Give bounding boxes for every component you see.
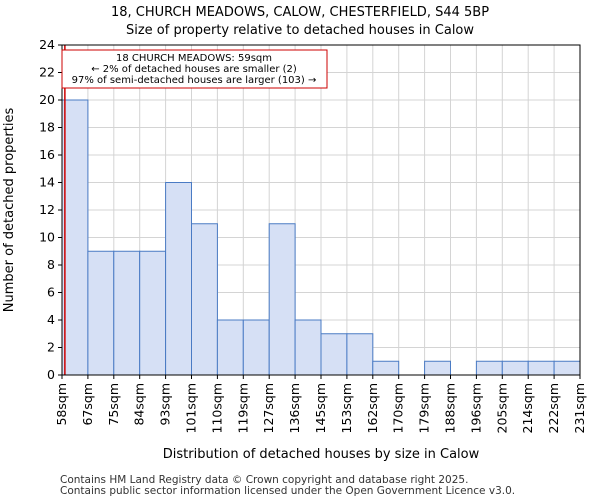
x-tick-label: 162sqm: [365, 383, 380, 433]
bar: [165, 182, 193, 376]
bar: [242, 319, 270, 376]
chart-subtitle: Size of property relative to detached ho…: [126, 23, 474, 38]
bar: [346, 333, 374, 376]
x-tick-label: 222sqm: [546, 383, 561, 433]
y-tick-label: 8: [47, 257, 55, 272]
bar: [294, 319, 322, 376]
y-tick-label: 2: [47, 340, 55, 355]
bar: [475, 360, 503, 376]
footer-line-2: Contains public sector information licen…: [60, 485, 515, 497]
annotation-line-2: ← 2% of detached houses are smaller (2): [91, 64, 297, 75]
bar: [191, 223, 218, 376]
x-tick-label: 101sqm: [184, 383, 199, 433]
y-tick-label: 20: [39, 92, 55, 107]
bar: [139, 250, 167, 376]
x-tick-label: 136sqm: [287, 383, 302, 433]
x-axis-label: Distribution of detached houses by size …: [163, 447, 480, 462]
annotation-line-3: 97% of semi-detached houses are larger (…: [72, 75, 317, 86]
x-tick-label: 75sqm: [106, 383, 121, 426]
annotation-line-1: 18 CHURCH MEADOWS: 59sqm: [116, 53, 272, 64]
x-tick-label: 58sqm: [54, 383, 69, 426]
bars: [61, 99, 581, 376]
x-tick-label: 119sqm: [235, 383, 250, 433]
x-tick-label: 127sqm: [261, 383, 276, 433]
y-tick-label: 22: [39, 65, 55, 80]
x-axis-ticks: 58sqm 67sqm 75sqm 84sqm 93sqm 101sqm 110sqm 119…: [54, 375, 587, 433]
x-tick-label: 153sqm: [339, 383, 354, 433]
y-tick-label: 4: [47, 312, 55, 327]
x-tick-label: 170sqm: [391, 383, 406, 433]
y-tick-label: 14: [39, 175, 55, 190]
x-tick-label: 67sqm: [80, 383, 95, 426]
bar: [268, 223, 296, 376]
x-tick-label: 231sqm: [572, 383, 587, 433]
y-tick-label: 18: [39, 120, 55, 135]
bar: [372, 360, 400, 376]
x-tick-label: 205sqm: [494, 383, 509, 433]
y-tick-label: 24: [39, 37, 55, 52]
bar: [113, 250, 141, 376]
bar: [553, 360, 581, 376]
bar: [424, 360, 452, 376]
y-tick-label: 6: [47, 285, 55, 300]
x-tick-label: 84sqm: [132, 383, 147, 426]
x-tick-label: 214sqm: [520, 383, 535, 433]
x-tick-label: 188sqm: [443, 383, 458, 433]
y-axis-label: Number of detached properties: [2, 108, 17, 313]
x-tick-label: 110sqm: [209, 383, 224, 433]
y-tick-label: 10: [39, 230, 55, 245]
bar: [527, 360, 555, 376]
y-tick-label: 12: [39, 202, 55, 217]
bar: [320, 333, 348, 376]
chart-title: 18, CHURCH MEADOWS, CALOW, CHESTERFIELD,…: [111, 5, 489, 20]
bar: [501, 360, 529, 376]
y-tick-label: 16: [39, 147, 55, 162]
y-tick-label: 0: [47, 367, 55, 382]
bar: [61, 99, 89, 376]
x-tick-label: 93sqm: [158, 383, 173, 426]
x-tick-label: 179sqm: [417, 383, 432, 433]
annotation-box: 18 CHURCH MEADOWS: 59sqm ← 2% of detache…: [61, 49, 328, 89]
x-tick-label: 196sqm: [468, 383, 483, 433]
footer-line-1: Contains HM Land Registry data © Crown c…: [60, 474, 468, 486]
bar: [87, 250, 115, 376]
bar: [216, 319, 244, 376]
x-tick-label: 145sqm: [313, 383, 328, 433]
